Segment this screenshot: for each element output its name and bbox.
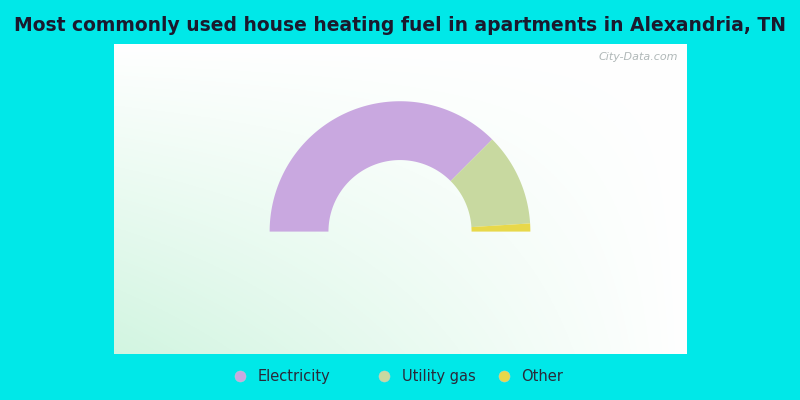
Text: City-Data.com: City-Data.com [598, 52, 678, 62]
Text: Most commonly used house heating fuel in apartments in Alexandria, TN: Most commonly used house heating fuel in… [14, 16, 786, 35]
Text: Other: Other [522, 368, 563, 384]
Polygon shape [450, 140, 530, 227]
Polygon shape [270, 101, 492, 232]
Text: Electricity: Electricity [258, 368, 330, 384]
Polygon shape [471, 224, 530, 232]
Text: Utility gas: Utility gas [402, 368, 475, 384]
